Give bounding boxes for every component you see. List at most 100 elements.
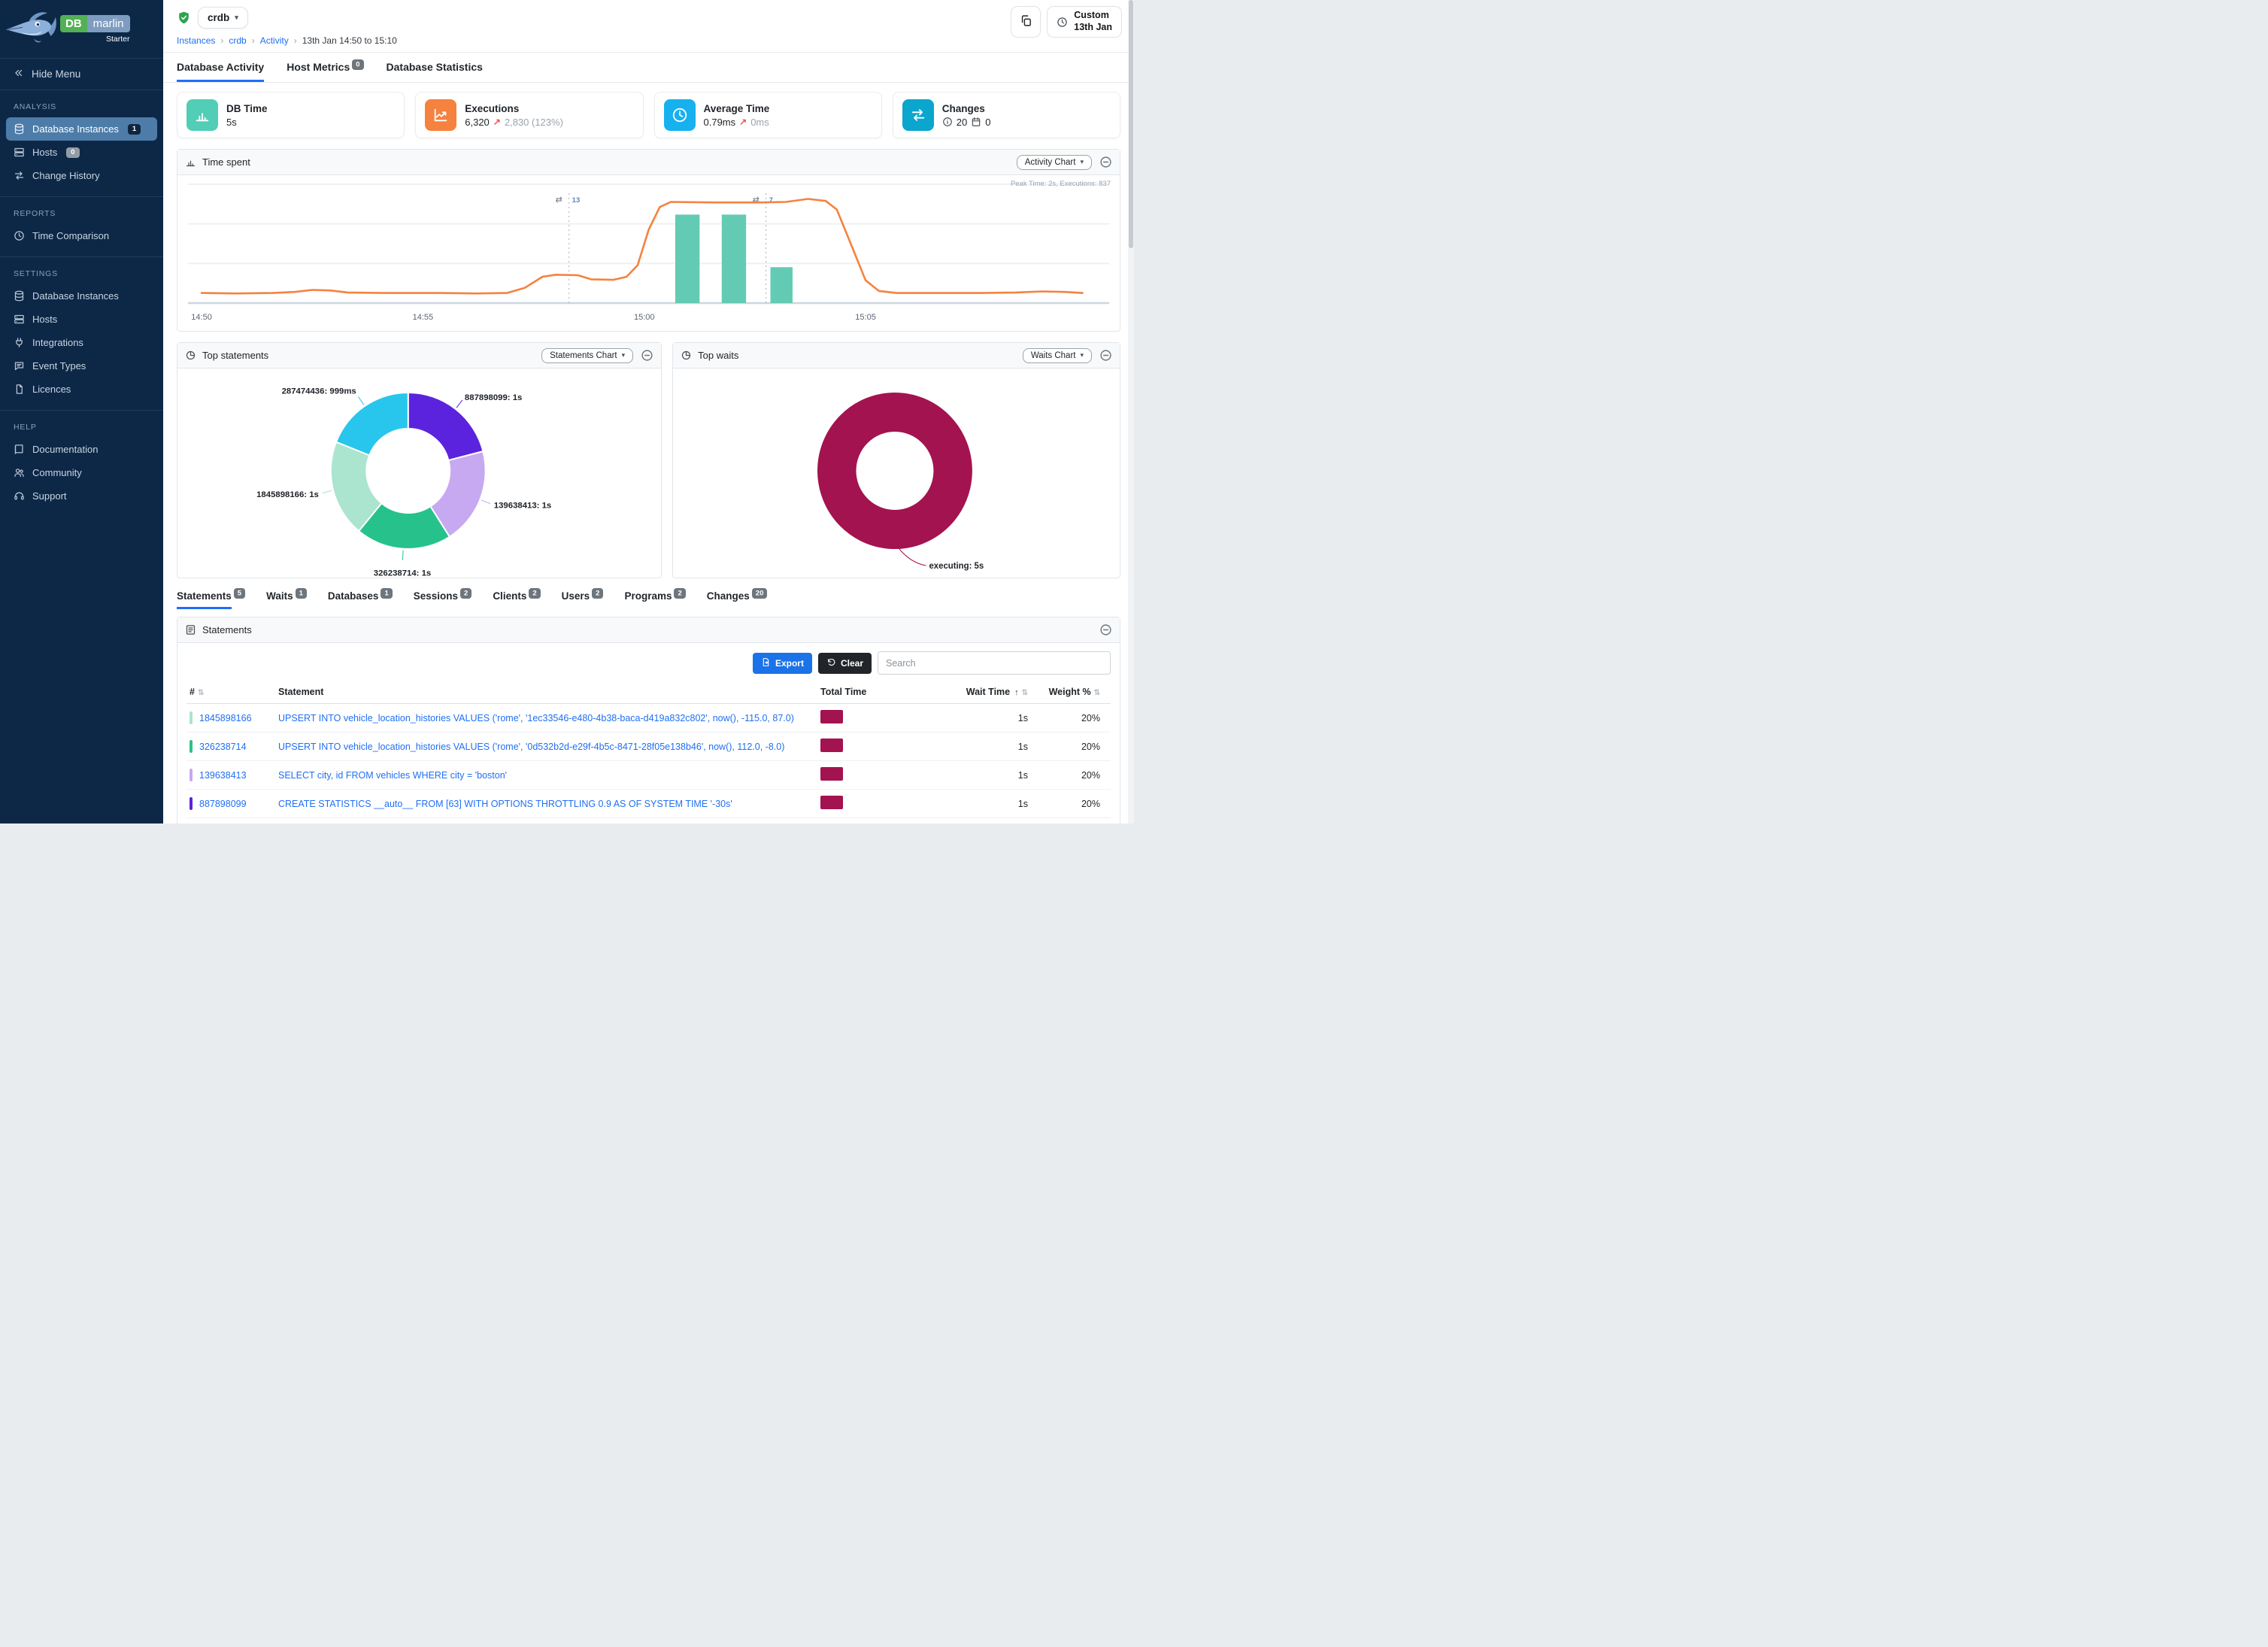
pie-chart-icon — [681, 350, 692, 361]
card-value: 5s — [226, 116, 237, 128]
detail-tab-badge: 1 — [295, 587, 307, 599]
time-spent-chart[interactable]: ⇄ 13 ⇄ 7 14:50 14:55 15:00 15:05 — [182, 177, 1115, 331]
panel-title: Top statements — [202, 350, 269, 361]
sidebar-item-event-types[interactable]: Event Types — [0, 354, 163, 378]
detail-tab-waits[interactable]: Waits 1 — [266, 587, 307, 609]
statement-link[interactable]: UPSERT INTO vehicle_location_histories V… — [278, 741, 785, 752]
logo-marlin: marlin — [86, 15, 130, 32]
column-header-statement[interactable]: Statement — [278, 687, 324, 697]
statements-table: # ⇅ Statement Total Time Wait Time ↑ ⇅ Weight %… — [186, 682, 1111, 824]
breadcrumb-separator: › — [293, 35, 297, 46]
statements-table-panel: Statements Export Clear #⇅ Statement Total… — [177, 617, 1120, 824]
time-range-button[interactable]: Custom 13th Jan — [1047, 6, 1122, 38]
breadcrumb-crdb[interactable]: crdb — [229, 35, 247, 46]
waits-chart-select[interactable]: Waits Chart ▾ — [1022, 347, 1092, 363]
statement-id-link[interactable]: 1845898166 — [199, 712, 252, 723]
column-header-total-time[interactable]: Total Time — [820, 687, 867, 697]
detail-tab-programs[interactable]: Programs 2 — [624, 587, 686, 609]
chart-select-label: Statements Chart — [550, 350, 617, 360]
statement-id-link[interactable]: 139638413 — [199, 769, 247, 781]
executions-icon — [425, 99, 457, 131]
sidebar-item-licences[interactable]: Licences — [0, 378, 163, 401]
sidebar-item-time-comparison[interactable]: Time Comparison — [0, 224, 163, 247]
copy-link-button[interactable] — [1011, 6, 1042, 38]
color-chip — [190, 740, 193, 753]
detail-tab-sessions[interactable]: Sessions 2 — [414, 587, 472, 609]
sidebar-item-hosts[interactable]: Hosts 0 — [0, 141, 163, 164]
statement-id-link[interactable]: 887898099 — [199, 798, 247, 809]
sidebar-item-badge: 0 — [66, 147, 80, 158]
scrollbar-thumb[interactable] — [1129, 0, 1133, 248]
detail-tab-badge: 2 — [674, 587, 686, 599]
logo[interactable]: DB marlin Starter — [0, 0, 163, 58]
detail-tab-users[interactable]: Users 2 — [562, 587, 604, 609]
sidebar-item-label: Support — [32, 490, 67, 502]
sidebar-item-label: Database Instances — [32, 123, 119, 135]
clock-icon — [14, 230, 25, 241]
column-header-wait-time[interactable]: Wait Time ↑ ⇅ — [966, 687, 1028, 697]
card-changes: Changes 20 0 — [892, 92, 1120, 138]
top-waits-donut[interactable]: executing: 5s — [673, 369, 1120, 578]
average-time-icon — [663, 99, 696, 131]
breadcrumb-instances[interactable]: Instances — [177, 35, 216, 46]
health-shield-icon — [177, 10, 191, 26]
weight-cell: 20% — [1081, 741, 1100, 752]
column-header--[interactable]: # ⇅ — [190, 687, 205, 697]
sort-icon: ⇅ — [1021, 689, 1028, 697]
sidebar-item-label: Event Types — [32, 360, 86, 372]
collapse-panel-icon[interactable] — [1099, 623, 1112, 636]
statement-link[interactable]: CREATE STATISTICS __auto__ FROM [63] WIT… — [278, 798, 732, 809]
hide-menu-label: Hide Menu — [32, 68, 81, 80]
detail-tab-badge: 2 — [460, 587, 472, 599]
scrollbar[interactable] — [1128, 0, 1134, 824]
sidebar-item-integrations[interactable]: Integrations — [0, 331, 163, 354]
instance-selector[interactable]: crdb ▾ — [198, 7, 248, 29]
collapse-panel-icon[interactable] — [1099, 156, 1112, 168]
total-time-bar — [820, 796, 843, 809]
tab-database-activity[interactable]: Database Activity — [177, 53, 265, 82]
top-statements-donut[interactable]: 887898099: 1s 139638413: 1s 326238714: 1s 1… — [177, 369, 661, 578]
metric-cards: DB Time 5s Executions 6,320 ↗ 2,830 (123%) Ave… — [177, 92, 1120, 138]
sidebar-item-community[interactable]: Community — [0, 461, 163, 484]
info-icon — [942, 117, 953, 127]
export-icon — [761, 657, 771, 669]
hide-menu-button[interactable]: Hide Menu — [0, 58, 163, 90]
sidebar-item-database-instances[interactable]: Database Instances 1 — [6, 117, 157, 141]
breadcrumb-activity[interactable]: Activity — [259, 35, 289, 46]
tab-database-statistics[interactable]: Database Statistics — [386, 61, 483, 73]
sidebar-item-documentation[interactable]: Documentation — [0, 438, 163, 461]
total-time-cell — [820, 739, 909, 754]
total-time-cell — [820, 767, 909, 783]
licence-icon — [14, 384, 25, 395]
sidebar-item-support[interactable]: Support — [0, 484, 163, 508]
export-button[interactable]: Export — [752, 652, 812, 674]
sidebar-item-change-history[interactable]: Change History — [0, 164, 163, 187]
wait-time-cell: 1s — [1017, 712, 1028, 723]
total-time-bar — [820, 739, 843, 752]
statement-id-link[interactable]: 326238714 — [199, 741, 247, 752]
collapse-panel-icon[interactable] — [641, 349, 653, 362]
chevron-down-icon: ▾ — [1080, 351, 1084, 359]
svg-text:7: 7 — [769, 196, 773, 205]
statement-link[interactable]: SELECT city, id FROM vehicles WHERE city… — [278, 769, 508, 781]
detail-tab-databases[interactable]: Databases 1 — [328, 587, 393, 609]
detail-tab-changes[interactable]: Changes 20 — [707, 587, 768, 609]
time-range-label: Custom — [1074, 10, 1109, 21]
search-input[interactable] — [878, 651, 1111, 675]
collapse-panel-icon[interactable] — [1099, 349, 1112, 362]
detail-tab-clients[interactable]: Clients 2 — [493, 587, 541, 609]
column-header-weight-[interactable]: Weight % ⇅ — [1048, 687, 1100, 697]
statement-link[interactable]: UPSERT INTO vehicle_location_histories V… — [278, 712, 794, 723]
statements-chart-select[interactable]: Statements Chart ▾ — [541, 347, 634, 363]
tab-host-metrics[interactable]: Host Metrics 0 — [287, 53, 364, 82]
sidebar-item-hosts[interactable]: Hosts — [0, 308, 163, 331]
sidebar-item-database-instances[interactable]: Database Instances — [0, 284, 163, 308]
detail-tab-statements[interactable]: Statements 5 — [177, 587, 246, 609]
clear-button[interactable]: Clear — [817, 652, 872, 674]
statement-id-cell: 326238714 — [190, 740, 278, 753]
activity-chart-select[interactable]: Activity Chart ▾ — [1016, 154, 1092, 170]
chevron-down-icon: ▾ — [235, 14, 238, 21]
topbar: crdb ▾ Instances › crdb › Activity › 13th Jan … — [163, 0, 1134, 53]
clear-label: Clear — [840, 657, 863, 669]
tab-badge: 0 — [352, 59, 364, 70]
